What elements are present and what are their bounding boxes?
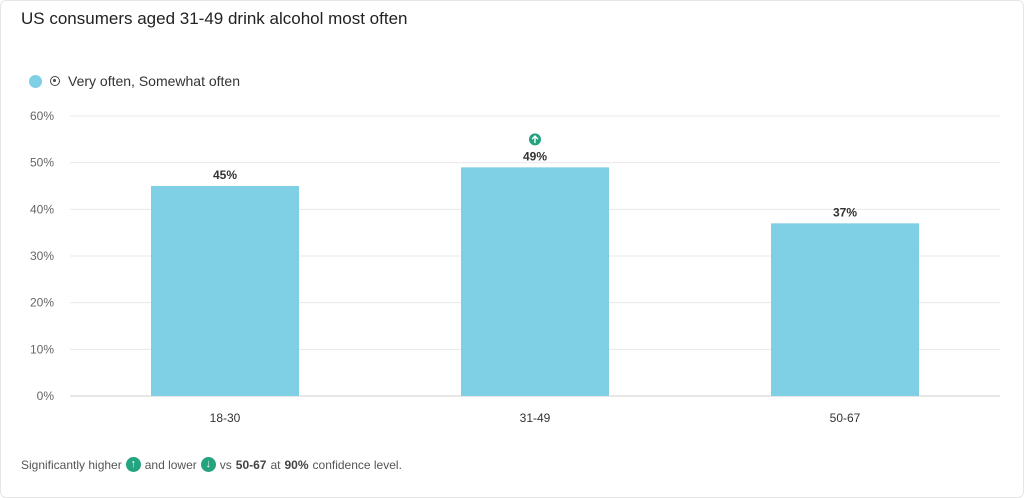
x-tick-label: 18-30 (210, 411, 241, 425)
y-tick-label: 0% (37, 389, 55, 403)
bar-chart: 0% 10% 20% 30% 40% 50% 60% 45% 18-30 49% 31-49 37% 5… (30, 109, 1000, 425)
y-tick-label: 20% (30, 296, 54, 310)
y-tick-label: 40% (30, 202, 54, 216)
bar (151, 186, 299, 396)
legend-label: Very often, Somewhat often (68, 73, 240, 89)
footnote-level: 90% (284, 457, 309, 472)
footnote-and-lower: and lower (144, 457, 197, 472)
footnote-suffix: confidence level. (312, 457, 402, 472)
arrow-up-glyph (531, 135, 539, 144)
chart-title: US consumers aged 31-49 drink alcohol mo… (21, 9, 408, 28)
arrow-down-icon: ↓ (200, 457, 216, 472)
footnote-group: 50-67 (235, 457, 267, 472)
bar (771, 223, 919, 396)
footnote: Significantly higher ↑ and lower ↓ vs 50… (21, 457, 402, 472)
y-tick-label: 10% (30, 342, 54, 356)
y-tick-label: 60% (30, 109, 54, 123)
data-label: 37% (833, 205, 857, 219)
legend-swatch (29, 74, 42, 88)
legend[interactable]: Very often, Somewhat often (29, 73, 240, 89)
y-tick-label: 30% (30, 249, 54, 263)
footnote-at: at (270, 457, 281, 472)
x-tick-label: 50-67 (830, 411, 861, 425)
y-tick-label: 50% (30, 156, 54, 170)
x-tick-label: 31-49 (520, 411, 551, 425)
footnote-vs: vs (219, 457, 232, 472)
target-icon[interactable] (50, 76, 60, 86)
footnote-prefix: Significantly higher (21, 457, 122, 472)
data-label: 45% (213, 168, 237, 182)
bar (461, 167, 609, 396)
data-label: 49% (523, 149, 547, 163)
arrow-up-icon: ↑ (125, 457, 141, 472)
